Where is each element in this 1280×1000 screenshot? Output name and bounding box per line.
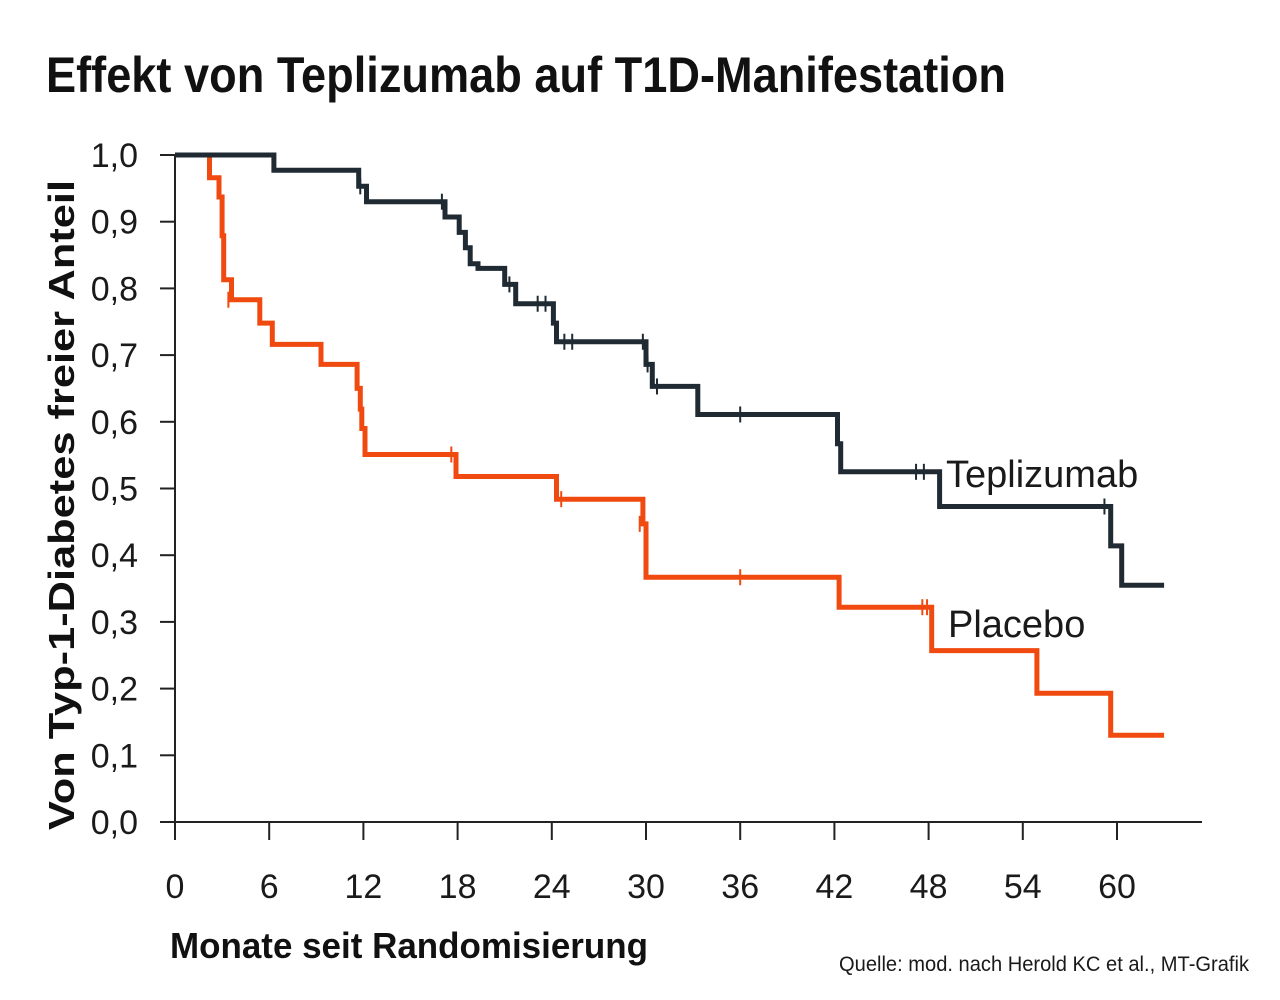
x-tick-label: 6 — [260, 868, 279, 906]
series-label-placebo: Placebo — [948, 604, 1085, 646]
y-axis: 0,0 0,1 0,2 0,3 0,4 0,5 0,6 0,7 0,8 0,9 1,0 — [91, 137, 176, 842]
y-tick-label: 0,3 — [91, 604, 138, 642]
x-tick-label: 60 — [1098, 868, 1136, 906]
x-tick-label: 18 — [439, 868, 477, 906]
series-placebo — [175, 152, 1165, 738]
y-axis-title: Von Typ-1-Diabetes freier Anteil — [41, 180, 82, 830]
series-label-teplizumab: Teplizumab — [946, 454, 1138, 496]
series-line-teplizumab — [175, 152, 1165, 588]
chart-title: Effekt von Teplizumab auf T1D-Manifestat… — [46, 47, 1006, 103]
x-tick-label: 30 — [627, 868, 665, 906]
x-tick-label: 24 — [533, 868, 571, 906]
x-tick-label: 42 — [815, 868, 853, 906]
series-layer — [175, 152, 1165, 738]
x-axis: 0 6 12 18 24 30 36 42 48 54 60 — [166, 821, 1202, 906]
y-tick-label: 1,0 — [91, 137, 138, 175]
source-note: Quelle: mod. nach Herold KC et al., MT-G… — [839, 953, 1249, 976]
x-ticks: 0 6 12 18 24 30 36 42 48 54 60 — [166, 822, 1136, 906]
y-tick-label: 0,6 — [91, 404, 138, 442]
y-tick-label: 0,8 — [91, 270, 138, 308]
y-ticks: 0,0 0,1 0,2 0,3 0,4 0,5 0,6 0,7 0,8 0,9 1,0 — [91, 137, 175, 842]
x-tick-label: 48 — [910, 868, 948, 906]
y-tick-label: 0,5 — [91, 471, 138, 509]
x-axis-title: Monate seit Randomisierung — [170, 925, 648, 966]
y-tick-label: 0,1 — [91, 737, 138, 775]
y-tick-label: 0,9 — [91, 204, 138, 242]
y-tick-label: 0,7 — [91, 337, 138, 375]
x-tick-label: 0 — [166, 868, 185, 906]
y-tick-label: 0,0 — [91, 804, 138, 842]
series-teplizumab — [175, 152, 1165, 588]
series-line-placebo — [175, 152, 1165, 738]
y-tick-label: 0,2 — [91, 671, 138, 709]
x-tick-label: 36 — [721, 868, 759, 906]
x-tick-label: 54 — [1004, 868, 1042, 906]
y-tick-label: 0,4 — [91, 537, 138, 575]
x-tick-label: 12 — [344, 868, 382, 906]
